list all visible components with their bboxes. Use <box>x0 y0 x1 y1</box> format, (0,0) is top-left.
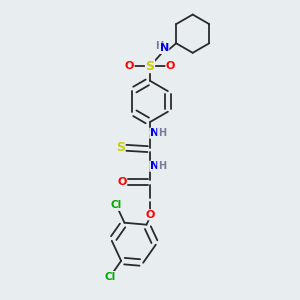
Text: N: N <box>150 161 159 171</box>
Text: N: N <box>150 128 159 138</box>
Text: H: H <box>158 128 166 138</box>
Text: S: S <box>146 60 154 73</box>
Text: O: O <box>117 177 127 188</box>
Text: O: O <box>166 61 175 71</box>
Text: S: S <box>116 141 125 154</box>
Text: H: H <box>158 161 166 171</box>
Text: O: O <box>145 210 155 220</box>
Text: H: H <box>155 41 163 51</box>
Text: N: N <box>160 44 169 53</box>
Text: O: O <box>125 61 134 71</box>
Text: Cl: Cl <box>104 272 116 281</box>
Text: Cl: Cl <box>111 200 122 210</box>
